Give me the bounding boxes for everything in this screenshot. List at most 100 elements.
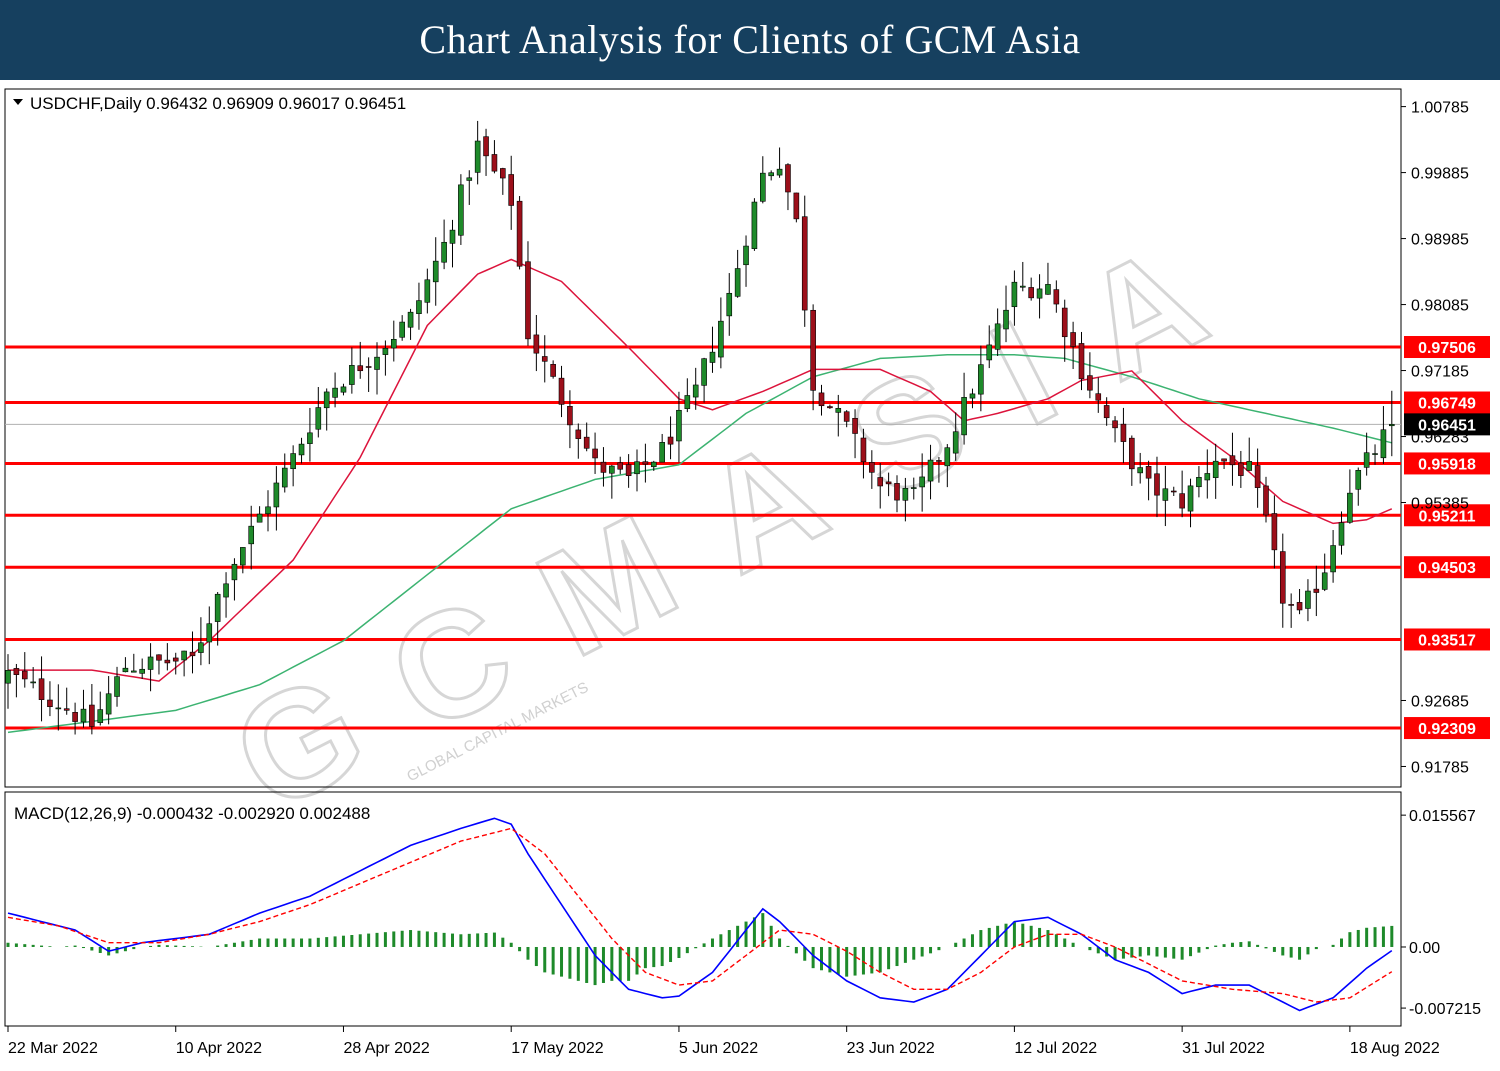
candle-body (1204, 473, 1211, 481)
candle-body (72, 712, 78, 722)
candle (38, 656, 45, 722)
candle-body (114, 676, 120, 697)
candle-body (575, 429, 582, 439)
candle-body (1212, 460, 1219, 478)
candle (1011, 270, 1018, 326)
candle (684, 378, 691, 413)
level-tag (1404, 556, 1490, 579)
macd-panel-frame (4, 791, 1402, 1027)
candle (1355, 467, 1362, 506)
candle-body (1137, 467, 1144, 474)
candle-body (5, 670, 11, 684)
candle-body (751, 201, 758, 249)
candle (1254, 448, 1261, 508)
candle-body (650, 461, 657, 468)
price-tick-label: 0.95385 (1411, 496, 1469, 513)
level-tag-label: 0.97506 (1418, 340, 1476, 357)
candle-body (21, 670, 28, 680)
candle (1321, 553, 1328, 592)
candle-body (315, 407, 322, 430)
time-tick-label: 31 Jul 2022 (1182, 1040, 1265, 1057)
candle-body (231, 563, 238, 581)
macd-signal-line (7, 827, 1393, 1003)
candle (676, 391, 682, 463)
candle-body (550, 364, 556, 377)
candle (583, 422, 590, 452)
candle-body (952, 431, 959, 454)
candle-body (961, 397, 967, 436)
candle-body (659, 442, 665, 463)
candle (1036, 274, 1043, 319)
candle (307, 407, 313, 462)
candle (659, 433, 665, 463)
candle (1019, 261, 1026, 292)
candle (1238, 450, 1244, 488)
candle (1229, 432, 1236, 486)
candle-body (1263, 485, 1269, 516)
candle-body (1246, 461, 1253, 471)
candle (491, 140, 498, 174)
candle (785, 163, 791, 211)
price-chart[interactable]: GCMASIA GLOBAL CAPITAL MARKETS 0.975060.… (0, 80, 1500, 1071)
candle-body (156, 654, 162, 661)
candle-body (843, 411, 850, 422)
level-tag (1404, 504, 1490, 527)
candle (13, 663, 20, 698)
candle-body (869, 462, 875, 473)
candle-body (474, 140, 481, 173)
candle-body (441, 241, 447, 263)
candle-body (1145, 466, 1152, 479)
candle (281, 453, 288, 493)
candle (89, 684, 95, 735)
candle-body (206, 623, 213, 643)
candle (801, 195, 808, 327)
candle (1279, 533, 1286, 628)
dropdown-triangle-icon[interactable] (13, 99, 23, 105)
candle-body (340, 386, 347, 393)
candle (1070, 321, 1076, 370)
candle (172, 652, 179, 675)
candle-body (852, 417, 858, 434)
candle-body (533, 334, 540, 354)
candle (751, 198, 758, 251)
candle (743, 235, 749, 287)
candle-body (768, 172, 774, 177)
level-tag (1404, 336, 1490, 359)
candle-body (709, 351, 716, 363)
candle-body (1120, 423, 1127, 442)
macd-tick-label: 0.00 (1409, 940, 1440, 957)
candle (156, 654, 162, 675)
candle (1263, 476, 1269, 523)
candle (265, 490, 271, 532)
candle-body (30, 681, 36, 684)
candle-body (969, 393, 976, 399)
candle-body (583, 436, 590, 449)
candle-body (390, 338, 397, 349)
candle (692, 367, 699, 410)
candle-body (449, 229, 456, 244)
candle-body (1028, 287, 1034, 299)
candle-body (1313, 588, 1320, 593)
candle-body (642, 461, 649, 465)
candle-body (198, 642, 204, 653)
candle-body (726, 292, 733, 317)
candle (910, 477, 917, 500)
candle-body (810, 309, 816, 391)
candle (1061, 299, 1068, 362)
symbol-info-label: USDCHF,Daily 0.96432 0.96909 0.96017 0.9… (30, 94, 406, 113)
candle-body (416, 300, 422, 314)
candle-body (600, 461, 607, 473)
candle-body (1103, 405, 1110, 419)
price-tick-label: 0.97185 (1411, 364, 1469, 381)
candle (80, 689, 87, 728)
price-tick-label: 0.98085 (1411, 298, 1469, 315)
level-tag (1404, 452, 1490, 475)
candle-body (97, 709, 104, 723)
time-axis: 22 Mar 2022 10 Apr 2022 28 Apr 2022 17 May … (7, 1026, 1440, 1057)
candle-body (927, 459, 934, 482)
candle (1246, 437, 1253, 471)
candle-body (172, 657, 179, 662)
candle (474, 120, 481, 185)
candle-body (558, 377, 565, 405)
candle-body (718, 320, 724, 358)
